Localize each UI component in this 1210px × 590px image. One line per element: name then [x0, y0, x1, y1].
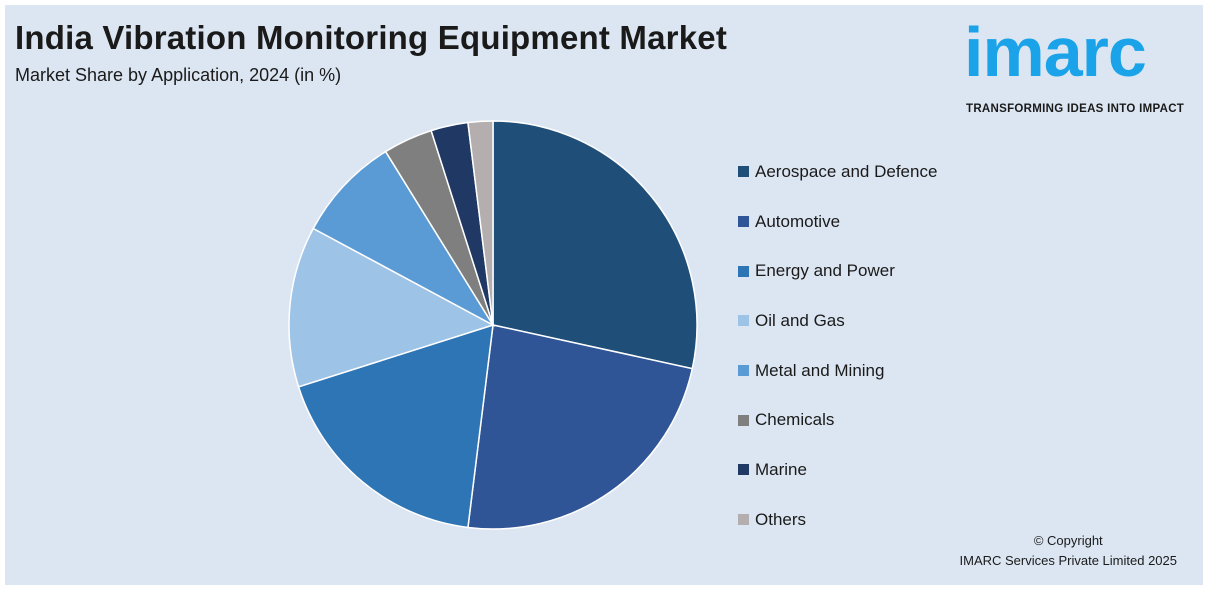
- legend-swatch: [738, 315, 749, 327]
- legend-item-oil-and-gas: Oil and Gas: [738, 296, 937, 346]
- copyright-line-2: IMARC Services Private Limited 2025: [959, 553, 1177, 568]
- copyright: © Copyright IMARC Services Private Limit…: [960, 531, 1177, 571]
- pie-slice-automotive: [467, 324, 694, 530]
- legend-label: Energy and Power: [755, 261, 895, 281]
- logo-tagline: TRANSFORMING IDEAS INTO IMPACT: [966, 103, 1185, 115]
- legend-item-chemicals: Chemicals: [738, 395, 937, 445]
- legend-item-others: Others: [738, 495, 937, 545]
- legend-swatch: [738, 265, 749, 277]
- pie-slice-aerospace-and-defence: [492, 120, 698, 370]
- pie-chart: [288, 120, 698, 530]
- legend-swatch: [738, 216, 749, 228]
- pie-slice-metal-and-mining: [312, 150, 496, 327]
- legend-label: Marine: [755, 459, 807, 479]
- chart-legend: Aerospace and Defence Automotive Energy an…: [738, 147, 937, 545]
- legend-item-energy-and-power: Energy and Power: [738, 246, 937, 296]
- legend-label: Chemicals: [755, 410, 835, 430]
- pie-slice-oil-and-gas: [288, 227, 495, 388]
- chart-title: India Vibration Monitoring Equipment Mar…: [15, 19, 728, 56]
- legend-swatch: [738, 514, 749, 526]
- imarc-logo: imarc TRANSFORMING IDEAS INTO IMPACT: [960, 17, 1196, 127]
- legend-item-automotive: Automotive: [738, 197, 937, 247]
- legend-label: Aerospace and Defence: [755, 161, 938, 181]
- pie-slice-others: [467, 120, 494, 326]
- legend-label: Automotive: [755, 211, 841, 231]
- legend-label: Oil and Gas: [755, 310, 845, 330]
- pie-slice-energy-and-power: [297, 323, 494, 529]
- legend-swatch: [738, 365, 749, 377]
- legend-swatch: [738, 464, 749, 476]
- legend-item-metal-and-mining: Metal and Mining: [738, 346, 937, 396]
- chart-subtitle: Market Share by Application, 2024 (in %): [15, 65, 342, 85]
- logo-wordmark: imarc: [964, 13, 1147, 91]
- legend-swatch: [738, 414, 749, 426]
- legend-swatch: [738, 166, 749, 178]
- legend-label: Others: [755, 509, 807, 529]
- legend-item-marine: Marine: [738, 445, 937, 495]
- legend-item-aerospace-and-defence: Aerospace and Defence: [738, 147, 937, 197]
- copyright-line-1: © Copyright: [1033, 533, 1103, 548]
- legend-label: Metal and Mining: [755, 360, 885, 380]
- chart-panel: India Vibration Monitoring Equipment Mar…: [5, 5, 1203, 585]
